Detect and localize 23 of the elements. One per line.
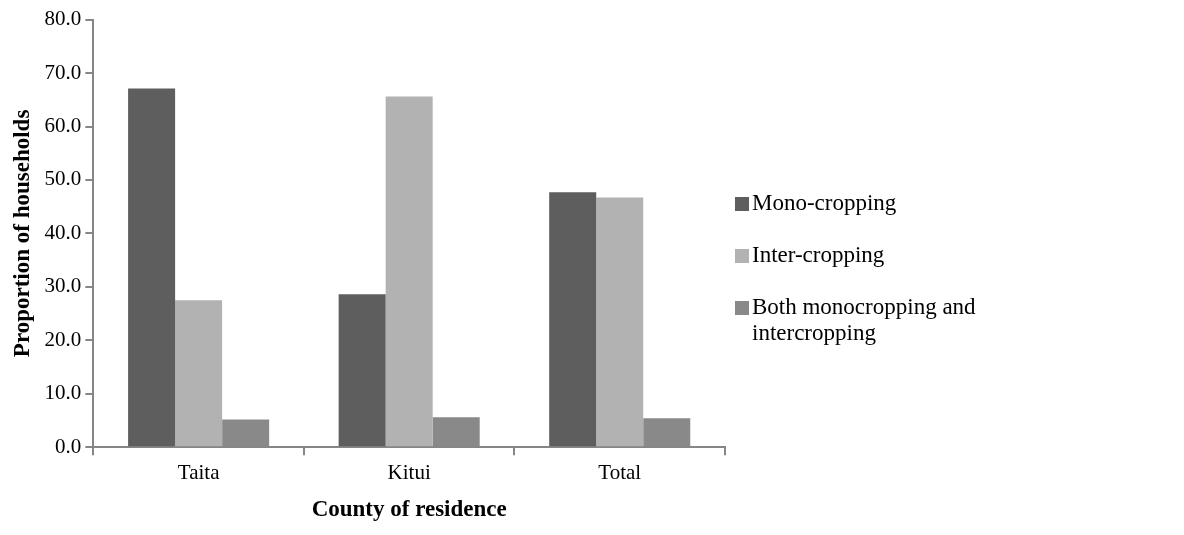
y-tick-label: 20.0 bbox=[44, 326, 82, 351]
legend-label: Inter-cropping bbox=[752, 241, 885, 268]
y-tick-label: 0.0 bbox=[55, 433, 82, 458]
bar bbox=[338, 293, 386, 446]
x-tick-label: Taita bbox=[177, 459, 221, 484]
legend-label: Mono-cropping bbox=[752, 189, 897, 216]
bar bbox=[385, 96, 433, 446]
legend-label: Both monocropping and intercropping bbox=[752, 293, 977, 346]
y-axis-title: Proportion of households bbox=[8, 109, 34, 357]
y-tick-label: 70.0 bbox=[44, 59, 82, 84]
y-tick-label: 30.0 bbox=[44, 272, 82, 297]
bar bbox=[549, 191, 597, 446]
x-tick-label: Kitui bbox=[387, 459, 431, 484]
y-tick-label: 10.0 bbox=[44, 379, 82, 404]
bar bbox=[175, 299, 223, 446]
x-axis-title: County of residence bbox=[311, 495, 507, 521]
bar bbox=[128, 88, 176, 446]
x-tick-label: Total bbox=[598, 459, 642, 484]
y-tick-label: 60.0 bbox=[44, 112, 82, 137]
y-tick-label: 40.0 bbox=[44, 219, 82, 244]
y-tick-label: 80.0 bbox=[44, 5, 82, 30]
bar bbox=[596, 197, 644, 446]
y-tick-label: 50.0 bbox=[44, 165, 82, 190]
